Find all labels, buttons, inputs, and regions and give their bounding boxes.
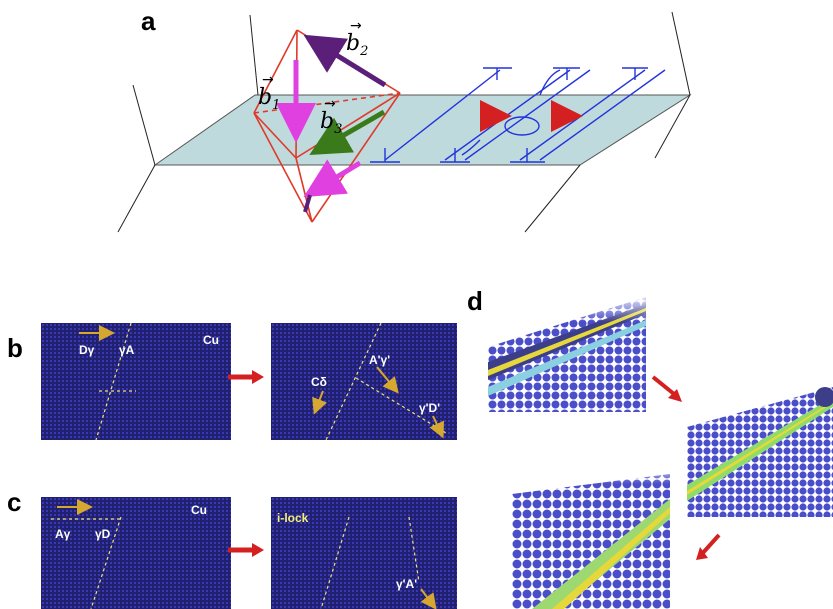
b1-lower-vector-2 <box>303 194 312 213</box>
panel-c-right-sim: i-lock γ'A' <box>271 497 457 609</box>
panel-b-right-sim: A'γ' Cδ γ'D' <box>271 323 457 440</box>
panel-letter-b: b <box>7 333 23 363</box>
partial-label-1: Aγ <box>55 527 71 541</box>
panel-d-arrow-1 <box>651 375 682 402</box>
b3-label: b3 <box>320 109 342 137</box>
partial-label-3: γ'D' <box>419 401 441 415</box>
partial-label-1: A'γ' <box>369 353 391 367</box>
panel-c-left-sim: Cu Aγ γD <box>41 497 231 609</box>
panel-a-diagram: b2 → b1 → b3 → <box>117 11 692 233</box>
panel-b-left-lattice <box>41 323 231 440</box>
panel-c-transition-arrow <box>228 543 264 557</box>
panel-b-right-lattice <box>271 323 457 440</box>
panel-c-left-lattice <box>41 497 231 609</box>
partial-label-1: Dγ <box>79 343 95 357</box>
panel-letter-a: a <box>141 6 156 36</box>
partial-label-2: γD <box>95 527 111 541</box>
panel-c-right-lattice <box>271 497 457 609</box>
panel-b-transition-arrow <box>228 370 264 384</box>
element-label: Cu <box>203 333 219 347</box>
panel-b-left-sim: Cu Dγ γA <box>41 323 231 440</box>
panel-d-render-1 <box>488 292 646 412</box>
svg-text:→: → <box>324 96 336 112</box>
b2-vector <box>303 34 387 88</box>
partial-label-2: Cδ <box>311 375 327 389</box>
partial-label-2: γA <box>119 343 135 357</box>
svg-text:→: → <box>262 72 274 88</box>
b2-label: b2 <box>346 31 368 59</box>
dislocation-lines <box>370 67 666 163</box>
render-3-image <box>512 459 670 609</box>
svg-text:→: → <box>350 18 362 34</box>
panel-letter-d: d <box>467 286 483 316</box>
b3-vector <box>309 109 386 155</box>
panel-d-render-3 <box>512 459 670 609</box>
panel-d-render-2 <box>687 367 833 517</box>
panel-letter-c: c <box>7 487 22 517</box>
b1-lower-vector <box>303 159 362 198</box>
i-lock-label: i-lock <box>277 511 309 525</box>
partial-label-1: γ'A' <box>396 577 418 591</box>
element-label: Cu <box>191 503 207 517</box>
b1-label: b1 <box>258 85 280 113</box>
render-1-image <box>488 292 646 412</box>
panel-d-arrow-2 <box>696 533 721 560</box>
render-2-image <box>687 387 833 517</box>
construction-lines <box>117 11 691 233</box>
